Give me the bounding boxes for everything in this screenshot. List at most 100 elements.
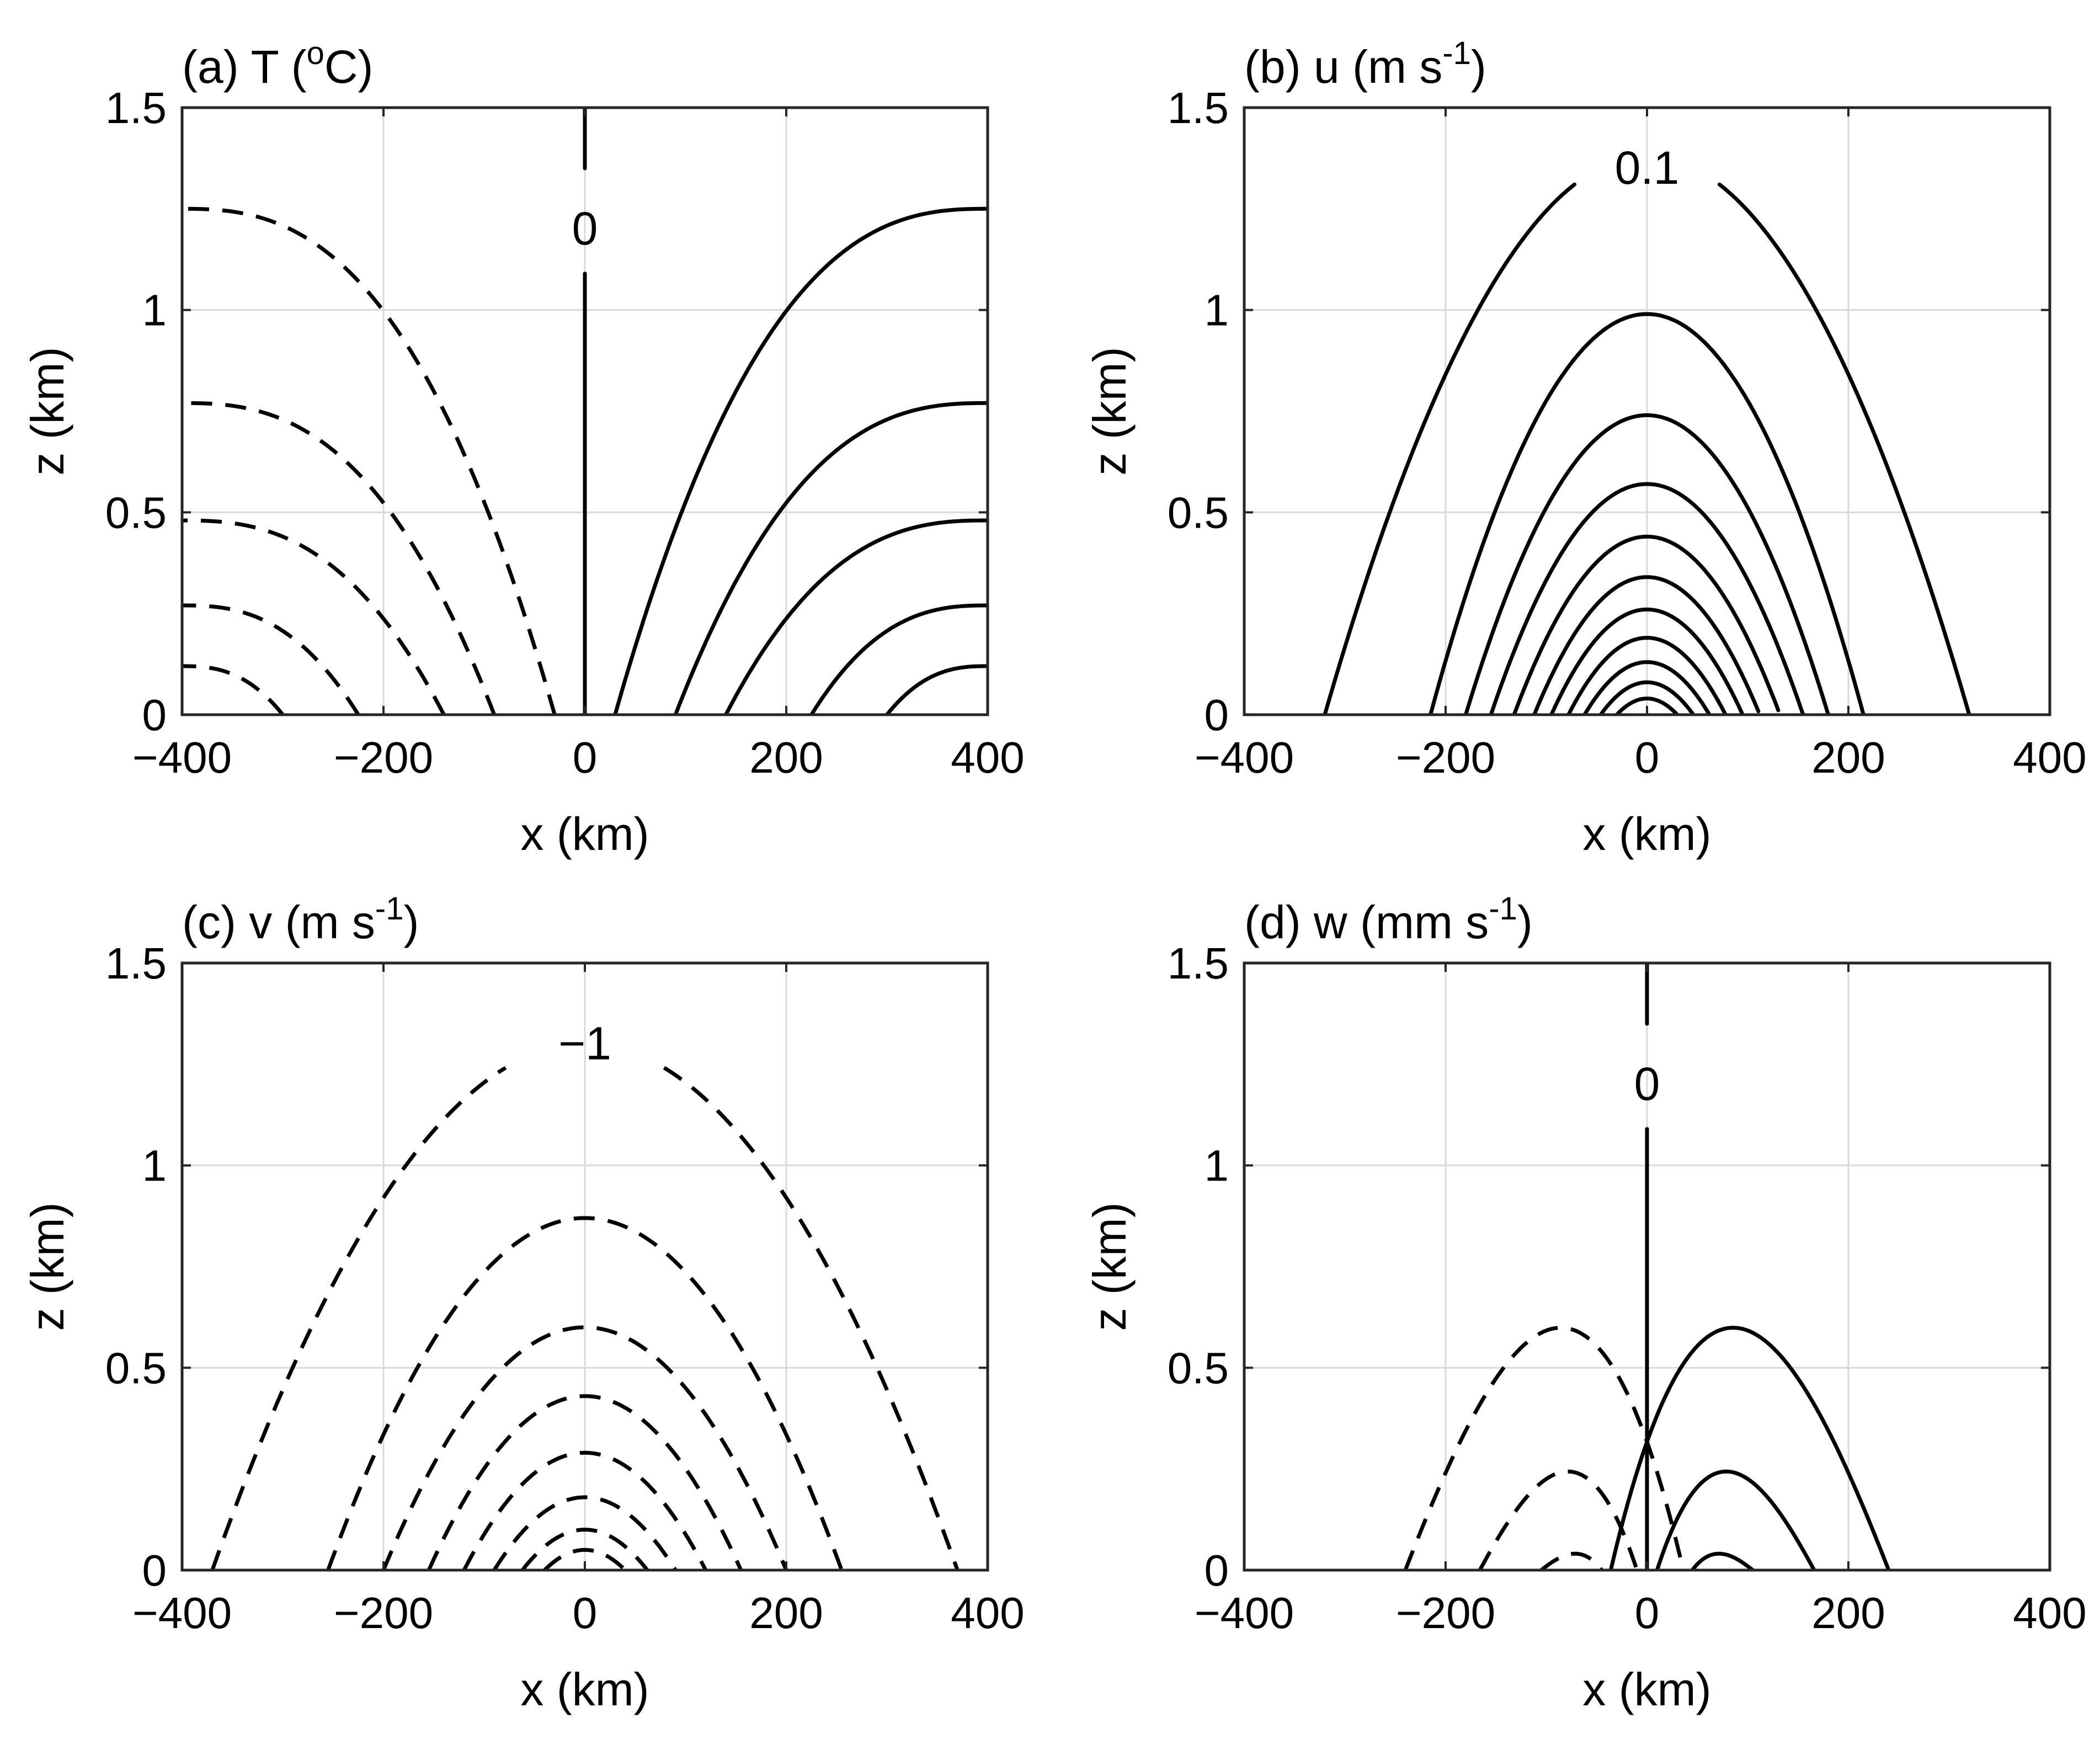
y-axis-label: z (km) bbox=[22, 347, 73, 475]
contour-line-positive bbox=[1566, 636, 1728, 715]
contour-group bbox=[1403, 963, 1891, 1570]
contour-line-negative bbox=[182, 664, 285, 715]
contour-label: 0 bbox=[1634, 1058, 1660, 1110]
y-tick-label: 0.5 bbox=[1168, 1343, 1229, 1392]
contour-line-negative bbox=[182, 603, 360, 715]
y-tick-label: 0.5 bbox=[105, 488, 167, 537]
y-axis-label: z (km) bbox=[1084, 347, 1136, 475]
y-axis-label: z (km) bbox=[1084, 1202, 1136, 1331]
x-tick-label: 400 bbox=[2013, 1588, 2086, 1637]
panel-title-tail: C) bbox=[324, 41, 374, 93]
contour-line-positive bbox=[613, 206, 988, 715]
y-tick-label: 1.5 bbox=[1168, 83, 1229, 132]
panel-title-tail: ) bbox=[403, 896, 419, 948]
contour-line-positive bbox=[1614, 696, 1680, 715]
panel-title-superscript: -1 bbox=[1489, 891, 1517, 927]
contour-line-positive bbox=[885, 664, 988, 715]
y-tick-label: 0.5 bbox=[105, 1343, 167, 1392]
contour-line-negative bbox=[326, 1216, 844, 1570]
panel-title: (c) v (m s-1) bbox=[182, 891, 419, 948]
panel-title-superscript: -1 bbox=[375, 891, 404, 927]
contour-line-positive bbox=[1464, 413, 1830, 715]
contour-line-negative bbox=[182, 518, 446, 715]
y-tick-label: 1.5 bbox=[105, 83, 167, 132]
contour-line-positive bbox=[1489, 482, 1805, 715]
panel-c: −1 −400 −200 0 200 400 0 0.5 1 1.5 x (km) z (km) (c)… bbox=[22, 891, 1025, 1715]
x-tick-label: −200 bbox=[334, 733, 433, 782]
panel-title-main: (c) v (m s bbox=[182, 896, 375, 948]
contour-label: 0.1 bbox=[1615, 142, 1680, 194]
x-tick-label: −200 bbox=[1396, 1588, 1495, 1637]
panel-title: (b) u (m s-1) bbox=[1244, 35, 1486, 93]
x-tick-label: −200 bbox=[334, 1588, 433, 1637]
contour-line-positive bbox=[673, 401, 988, 715]
contour-line-positive bbox=[1532, 575, 1761, 715]
panel-title: (d) w (mm s-1) bbox=[1244, 891, 1533, 948]
panel-b: 0.1 −400 −200 0 200 400 0 0.5 1 1.5 x (km) z (km) (b… bbox=[1084, 35, 2087, 860]
x-axis-label: x (km) bbox=[1582, 808, 1711, 860]
y-axis-label: z (km) bbox=[22, 1202, 73, 1331]
contour-line-negative bbox=[1403, 1326, 1686, 1570]
contour-line-negative bbox=[210, 1066, 507, 1570]
x-tick-label: 200 bbox=[1811, 733, 1885, 782]
contour-line-positive bbox=[724, 518, 988, 715]
x-tick-label: 200 bbox=[1811, 1588, 1885, 1637]
contour-group bbox=[210, 1066, 960, 1570]
y-tick-label: 1 bbox=[1204, 1141, 1229, 1190]
contour-line-negative bbox=[462, 1450, 708, 1570]
y-tick-label: 1.5 bbox=[1168, 939, 1229, 988]
x-tick-label: 400 bbox=[951, 733, 1024, 782]
contour-label: 0 bbox=[572, 203, 598, 254]
contour-line-negative bbox=[663, 1066, 960, 1570]
contour-line-negative bbox=[182, 401, 497, 715]
contour-line-positive bbox=[809, 603, 988, 715]
contour-line-negative bbox=[381, 1325, 788, 1570]
contour-line-positive bbox=[1655, 1469, 1816, 1570]
contour-line-positive bbox=[1549, 607, 1745, 715]
y-tick-label: 1.5 bbox=[105, 939, 167, 988]
x-tick-label: 0 bbox=[1635, 733, 1660, 782]
y-tick-label: 0.5 bbox=[1168, 488, 1229, 537]
contour-line-positive bbox=[1717, 182, 1971, 715]
x-tick-label: −400 bbox=[1195, 733, 1294, 782]
panel-title-tail: ) bbox=[1471, 41, 1486, 93]
y-tick-label: 0 bbox=[1204, 690, 1229, 740]
panel-title-main: (a) T ( bbox=[182, 41, 307, 93]
x-tick-label: 0 bbox=[573, 1588, 598, 1637]
panel-title-main: (d) w (mm s bbox=[1244, 896, 1489, 948]
x-tick-label: −400 bbox=[132, 1588, 232, 1637]
x-tick-label: 0 bbox=[573, 733, 598, 782]
contour-label: −1 bbox=[558, 1018, 611, 1070]
x-axis-label: x (km) bbox=[1582, 1663, 1711, 1715]
panel-title-superscript: -1 bbox=[1442, 35, 1471, 71]
contour-line-negative bbox=[427, 1394, 743, 1570]
x-tick-label: −400 bbox=[132, 733, 232, 782]
contour-line-negative bbox=[1478, 1469, 1639, 1570]
contour-line-positive bbox=[1512, 534, 1781, 715]
panel-title-main: (b) u (m s bbox=[1244, 41, 1442, 93]
contour-line-positive bbox=[1690, 1551, 1755, 1570]
panel-title-tail: ) bbox=[1517, 896, 1533, 948]
contour-line-positive bbox=[1323, 182, 1577, 715]
contour-group bbox=[182, 108, 988, 715]
contour-group bbox=[1323, 182, 1971, 715]
contour-line-positive bbox=[1608, 1326, 1891, 1570]
y-tick-label: 0 bbox=[142, 1546, 167, 1595]
contour-line-negative bbox=[521, 1528, 649, 1570]
y-tick-label: 0 bbox=[1204, 1546, 1229, 1595]
panel-title: (a) T (oC) bbox=[182, 35, 374, 93]
contour-line-positive bbox=[1429, 312, 1866, 715]
x-tick-label: 400 bbox=[2013, 733, 2086, 782]
y-tick-label: 0 bbox=[142, 690, 167, 740]
y-tick-label: 1 bbox=[142, 286, 167, 335]
x-tick-label: 200 bbox=[749, 733, 823, 782]
contour-line-negative bbox=[492, 1495, 678, 1570]
x-tick-label: 200 bbox=[749, 1588, 823, 1637]
y-tick-label: 1 bbox=[142, 1141, 167, 1190]
panel-title-superscript: o bbox=[307, 35, 324, 71]
x-tick-label: −400 bbox=[1195, 1588, 1294, 1637]
contour-line-negative bbox=[182, 206, 557, 715]
x-axis-label: x (km) bbox=[520, 808, 649, 860]
